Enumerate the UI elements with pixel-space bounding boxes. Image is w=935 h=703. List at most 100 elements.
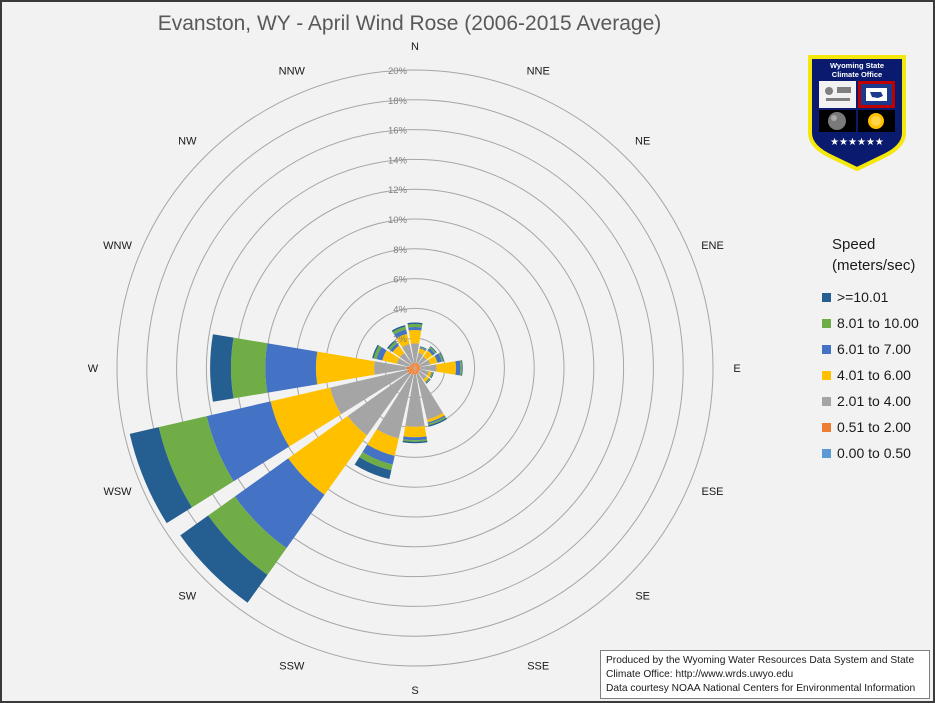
radial-tick-label: 8% xyxy=(393,245,407,256)
bar-n-series-2 xyxy=(410,343,420,363)
bar-sw-series-5 xyxy=(208,496,287,575)
wind-bars xyxy=(129,322,463,603)
legend-label: 0.51 to 2.00 xyxy=(837,419,911,435)
bar-e-series-5 xyxy=(459,360,462,376)
bar-ese-series-1 xyxy=(415,368,421,371)
bar-s-series-1 xyxy=(413,368,417,375)
legend-swatch xyxy=(822,344,831,354)
bar-ene-series-1 xyxy=(415,365,421,368)
direction-label-nne: NNE xyxy=(527,66,550,78)
bar-sse-series-2 xyxy=(416,373,444,420)
legend-swatch xyxy=(822,318,831,328)
bar-ssw-series-3 xyxy=(367,429,399,456)
legend-entry: 4.01 to 6.00 xyxy=(820,362,935,388)
legend-swatch xyxy=(822,422,831,432)
logo-stars: ★★★★★★ xyxy=(830,137,884,148)
legend-entries: >=10.01 8.01 to 10.00 6.01 to 7.00 4.01 to … xyxy=(820,284,935,466)
chart-title: Evanston, WY - April Wind Rose (2006-201… xyxy=(157,12,662,35)
legend-title: Speed (meters/sec) xyxy=(832,234,935,276)
bar-se-series-4 xyxy=(424,377,430,383)
bar-nnw-series-4 xyxy=(394,329,408,339)
legend-label: >=10.01 xyxy=(837,289,889,305)
radial-tick-label: 16% xyxy=(388,126,408,137)
bar-ssw-series-6 xyxy=(354,457,392,480)
direction-label-sw: SW xyxy=(178,591,196,603)
direction-label-ssw: SSW xyxy=(279,661,305,673)
radial-tick-label: 2% xyxy=(393,334,407,345)
bar-nnw-series-6 xyxy=(391,325,406,332)
radial-tick-label: 18% xyxy=(388,96,408,107)
bar-ne-series-2 xyxy=(418,356,427,365)
bar-n-series-5 xyxy=(407,324,423,328)
direction-label-wsw: WSW xyxy=(103,486,132,498)
bar-ese-series-5 xyxy=(430,372,434,378)
logo-text-line-1: Wyoming State xyxy=(830,61,884,70)
bar-n-series-1 xyxy=(414,362,416,368)
bar-nw-series-2 xyxy=(399,352,412,365)
bar-wnw-series-2 xyxy=(396,358,411,367)
climate-office-logo: Wyoming State Climate Office ★★★★★★ xyxy=(808,55,906,171)
bar-ene-series-6 xyxy=(439,352,445,362)
bar-nw-series-1 xyxy=(410,363,415,368)
bar-sw-series-6 xyxy=(180,515,268,603)
bar-nne-series-4 xyxy=(419,347,427,351)
bar-sw-series-0 xyxy=(414,368,415,369)
legend-title-line-2: (meters/sec) xyxy=(832,257,916,274)
direction-label-nnw: NNW xyxy=(279,66,306,78)
bar-e-series-6 xyxy=(461,360,463,376)
legend-swatch xyxy=(822,370,831,380)
bar-n-series-3 xyxy=(408,330,422,344)
legend-title-line-1: Speed xyxy=(832,236,876,253)
bar-sw-series-1 xyxy=(408,368,415,375)
bar-ssw-series-5 xyxy=(359,452,393,471)
bar-nne-series-1 xyxy=(415,362,418,368)
bar-n-series-6 xyxy=(407,322,423,325)
radial-tick-label: 6% xyxy=(393,275,407,286)
legend: Speed (meters/sec) >=10.01 8.01 to 10.00 6… xyxy=(820,234,935,466)
bar-ssw-series-4 xyxy=(362,444,395,465)
radial-tick-label: 20% xyxy=(388,66,408,77)
direction-label-sse: SSE xyxy=(527,661,549,673)
bar-ene-series-5 xyxy=(438,352,444,362)
legend-label: 4.01 to 6.00 xyxy=(837,367,911,383)
grid-ring-9 xyxy=(146,99,684,637)
radial-tick-label: 4% xyxy=(393,304,407,315)
bar-ene-series-2 xyxy=(419,359,431,367)
bar-w-series-5 xyxy=(230,337,268,399)
legend-label: 2.01 to 4.00 xyxy=(837,393,911,409)
bar-ene-series-3 xyxy=(428,355,438,365)
bar-se-series-5 xyxy=(425,378,431,384)
direction-label-n: N xyxy=(411,41,419,53)
bar-ne-series-4 xyxy=(427,347,436,356)
radial-tick-labels: 2% 4% 6% 8% 10% 12% 14% 16% 18% 20% xyxy=(388,66,408,345)
bar-ene-series-4 xyxy=(434,353,442,363)
bar-s-series-2 xyxy=(405,374,425,427)
bar-w-series-6 xyxy=(210,334,234,402)
bar-s-series-5 xyxy=(402,439,428,442)
direction-label-nw: NW xyxy=(178,135,197,147)
bar-wsw-series-5 xyxy=(158,416,234,508)
bar-se-series-1 xyxy=(415,368,420,373)
bar-s-series-3 xyxy=(403,426,427,438)
bar-nne-series-5 xyxy=(419,346,427,351)
legend-label: 0.00 to 0.50 xyxy=(837,445,911,461)
legend-swatch xyxy=(822,292,831,302)
bar-ne-series-1 xyxy=(415,363,420,368)
legend-entry: 8.01 to 10.00 xyxy=(820,310,935,336)
bar-wnw-series-3 xyxy=(382,350,400,364)
bar-wsw-series-3 xyxy=(270,387,342,447)
radial-tick-label: 14% xyxy=(388,155,408,166)
bar-wsw-series-2 xyxy=(330,369,409,415)
bar-ne-series-5 xyxy=(429,346,437,354)
bar-nnw-series-3 xyxy=(396,333,410,348)
bar-ese-series-2 xyxy=(419,369,429,376)
credits-line-3: Data courtesy NOAA National Centers for … xyxy=(606,683,916,694)
bar-e-series-2 xyxy=(420,364,437,372)
direction-label-e: E xyxy=(733,363,740,375)
bar-wsw-series-6 xyxy=(129,427,192,524)
radial-tick-label: 12% xyxy=(388,185,408,196)
bar-wnw-series-6 xyxy=(372,344,379,359)
bar-ese-series-4 xyxy=(429,371,433,378)
